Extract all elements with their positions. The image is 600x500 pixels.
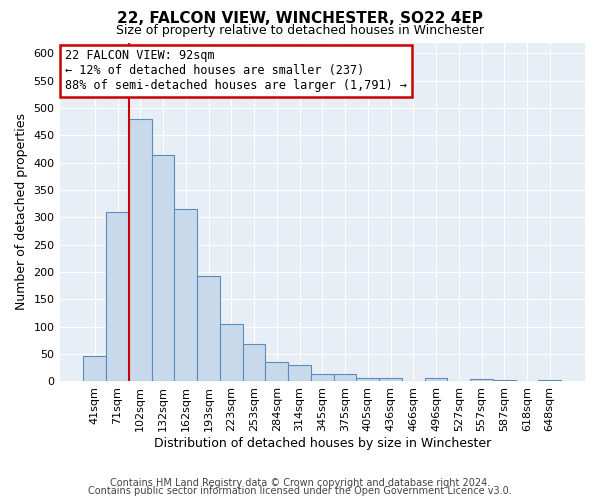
Bar xyxy=(493,380,515,382)
Y-axis label: Number of detached properties: Number of detached properties xyxy=(15,114,28,310)
Bar xyxy=(470,378,493,382)
Bar xyxy=(197,276,220,382)
X-axis label: Distribution of detached houses by size in Winchester: Distribution of detached houses by size … xyxy=(154,437,491,450)
Bar xyxy=(220,324,242,382)
Bar xyxy=(242,344,265,382)
Bar xyxy=(334,374,356,382)
Bar xyxy=(129,119,152,382)
Text: 22, FALCON VIEW, WINCHESTER, SO22 4EP: 22, FALCON VIEW, WINCHESTER, SO22 4EP xyxy=(117,11,483,26)
Bar xyxy=(538,380,561,382)
Text: 22 FALCON VIEW: 92sqm
← 12% of detached houses are smaller (237)
88% of semi-det: 22 FALCON VIEW: 92sqm ← 12% of detached … xyxy=(65,50,407,92)
Bar xyxy=(265,362,288,382)
Text: Size of property relative to detached houses in Winchester: Size of property relative to detached ho… xyxy=(116,24,484,37)
Bar xyxy=(175,209,197,382)
Bar xyxy=(288,365,311,382)
Bar xyxy=(356,378,379,382)
Bar xyxy=(311,374,334,382)
Bar xyxy=(83,356,106,382)
Bar xyxy=(106,212,129,382)
Bar xyxy=(152,154,175,382)
Text: Contains public sector information licensed under the Open Government Licence v3: Contains public sector information licen… xyxy=(88,486,512,496)
Bar xyxy=(379,378,402,382)
Bar xyxy=(425,378,448,382)
Text: Contains HM Land Registry data © Crown copyright and database right 2024.: Contains HM Land Registry data © Crown c… xyxy=(110,478,490,488)
